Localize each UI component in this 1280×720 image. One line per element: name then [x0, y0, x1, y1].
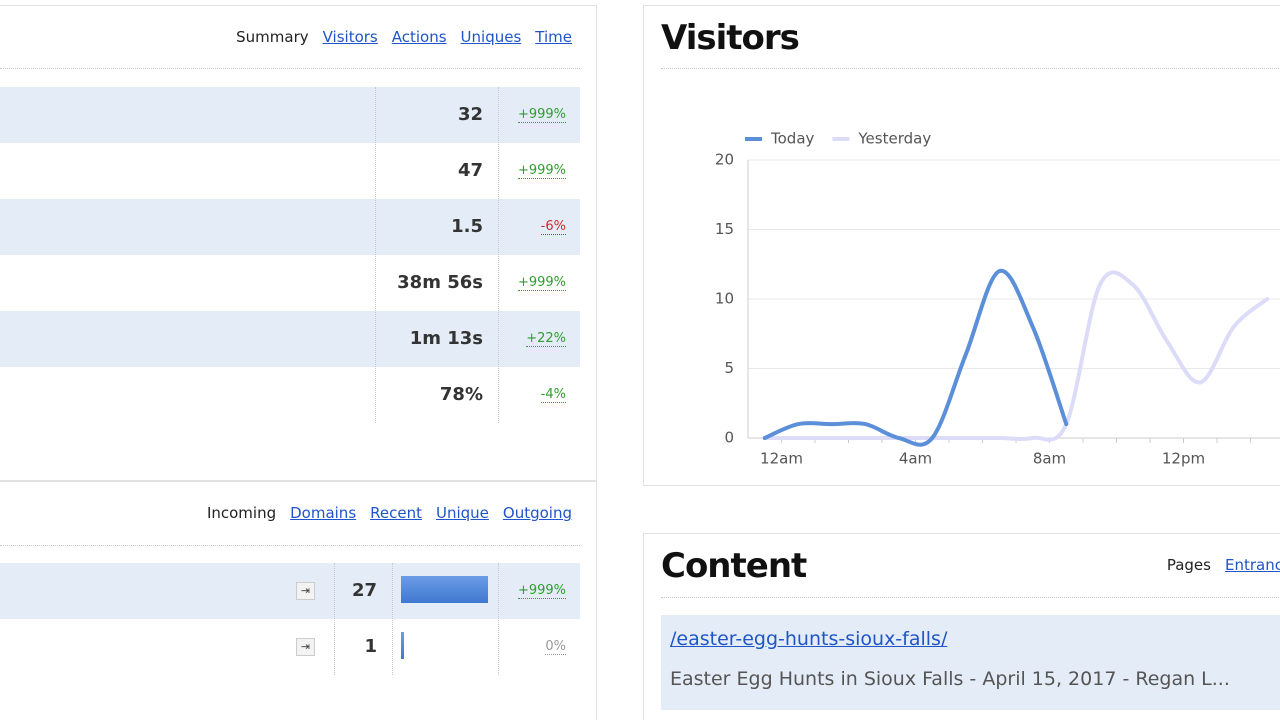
change-value: 0%: [545, 639, 566, 655]
tab-link[interactable]: Actions: [391, 28, 447, 46]
separator: [392, 563, 393, 675]
change-value: -4%: [540, 387, 566, 403]
separator: [498, 87, 499, 423]
change-value: +999%: [517, 107, 566, 123]
chart-title: Visitors: [661, 18, 800, 58]
tab-active: Pages: [1166, 556, 1211, 574]
divider: [0, 68, 580, 69]
tab-link[interactable]: Unique: [435, 504, 489, 522]
change: 0%: [500, 619, 566, 675]
row-band: [0, 563, 580, 619]
count-bar: [401, 632, 405, 659]
row-band: [0, 87, 580, 143]
change: +22%: [500, 311, 566, 367]
change-value: +999%: [517, 275, 566, 291]
tab-link[interactable]: Uniques: [460, 28, 522, 46]
separator: [375, 87, 376, 423]
row-band: [661, 615, 1280, 710]
content-title: Content: [661, 546, 807, 586]
change-value: +999%: [517, 583, 566, 599]
open-icon[interactable]: ⇥: [296, 638, 315, 656]
row-band: [0, 199, 580, 255]
change: +999%: [500, 87, 566, 143]
change: -4%: [500, 367, 566, 423]
change: +999%: [500, 563, 566, 619]
tab-link[interactable]: Recent: [370, 504, 422, 522]
divider: [0, 545, 580, 546]
tab-link[interactable]: Time: [535, 28, 572, 46]
separator: [498, 563, 499, 675]
row-value: 47: [457, 160, 483, 181]
row-count: 1: [364, 636, 377, 657]
separator: [334, 563, 335, 675]
change-value: +22%: [526, 331, 566, 347]
page-link[interactable]: /easter-egg-hunts-sioux-falls/: [670, 628, 948, 650]
open-icon[interactable]: ⇥: [296, 582, 315, 600]
visitors-panel: [643, 5, 1280, 486]
tab-link[interactable]: Visitors: [322, 28, 378, 46]
tab-active: Incoming: [206, 504, 277, 522]
tab-link[interactable]: Domains: [290, 504, 357, 522]
tab-link[interactable]: Entrances: [1224, 556, 1280, 574]
row-value: 1.5: [451, 216, 483, 237]
change: -6%: [500, 199, 566, 255]
change: +999%: [500, 255, 566, 311]
change-value: +999%: [517, 163, 566, 179]
row-value: 38m 56s: [397, 272, 483, 293]
row-band: [0, 311, 580, 367]
tab-link[interactable]: Outgoing: [502, 504, 572, 522]
divider: [661, 597, 1280, 598]
row-count: 27: [351, 580, 377, 601]
row-value: 78%: [439, 384, 483, 405]
divider: [661, 68, 1280, 69]
page-description: Easter Egg Hunts in Sioux Falls - April …: [670, 668, 1230, 690]
tab-active: Summary: [236, 28, 309, 46]
change: +999%: [500, 143, 566, 199]
row-value: 1m 13s: [409, 328, 483, 349]
change-value: -6%: [540, 219, 566, 235]
count-bar: [401, 576, 488, 603]
row-value: 32: [457, 104, 483, 125]
